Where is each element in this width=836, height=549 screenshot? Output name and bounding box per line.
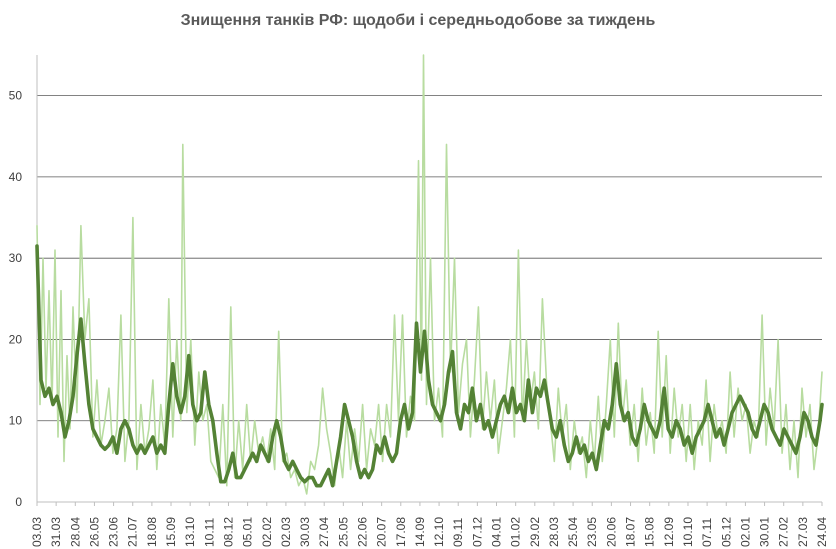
x-tick-label: 31.03 bbox=[49, 517, 63, 547]
y-tick-label: 50 bbox=[9, 89, 23, 103]
x-tick-label: 22.06 bbox=[355, 517, 369, 547]
y-tick-label: 0 bbox=[15, 495, 22, 509]
x-tick-label: 12.10 bbox=[432, 517, 446, 547]
x-tick-label: 13.10 bbox=[183, 517, 197, 547]
x-tick-label: 30.01 bbox=[758, 517, 772, 547]
x-tick-label: 27.02 bbox=[777, 517, 791, 547]
y-axis-ticks: 0 10 20 30 40 50 bbox=[9, 89, 23, 509]
x-tick-label: 10.10 bbox=[681, 517, 695, 547]
x-tick-label: 15.08 bbox=[643, 517, 657, 547]
x-tick-label: 01.02 bbox=[509, 517, 523, 547]
x-tick-label: 08.12 bbox=[221, 517, 235, 547]
x-tick-label: 27.04 bbox=[317, 517, 331, 547]
x-tick-label: 23.06 bbox=[107, 517, 121, 547]
x-tick-label: 25.04 bbox=[566, 517, 580, 547]
x-tick-label: 23.05 bbox=[585, 517, 599, 547]
weekly-avg-series-line bbox=[35, 244, 824, 488]
y-tick-label: 10 bbox=[9, 414, 23, 428]
x-tick-label: 18.08 bbox=[145, 517, 159, 547]
x-tick-label: 20.06 bbox=[604, 517, 618, 547]
x-tick-label: 07.12 bbox=[470, 517, 484, 547]
x-tick-label: 05.12 bbox=[719, 517, 733, 547]
x-tick-label: 27.03 bbox=[796, 517, 810, 547]
x-tick-label: 17.08 bbox=[394, 517, 408, 547]
y-tick-label: 20 bbox=[9, 332, 23, 346]
x-tick-label: 12.09 bbox=[662, 517, 676, 547]
x-tick-label: 14.09 bbox=[413, 517, 427, 547]
x-tick-label: 25.05 bbox=[336, 517, 350, 547]
x-tick-label: 28.03 bbox=[547, 517, 561, 547]
x-tick-label: 04.01 bbox=[490, 517, 504, 547]
x-tick-label: 20.07 bbox=[375, 517, 389, 547]
x-axis-ticks: 03.03 31.03 28.04 26.05 23.06 21.07 18.08 15.09… bbox=[30, 502, 829, 547]
x-tick-label: 26.05 bbox=[87, 517, 101, 547]
weekly-avg-series bbox=[35, 244, 824, 488]
x-tick-label: 10.11 bbox=[202, 518, 216, 547]
x-tick-label: 03.03 bbox=[30, 517, 44, 547]
x-tick-label: 02.03 bbox=[279, 517, 293, 547]
x-tick-label: 21.07 bbox=[126, 517, 140, 547]
x-tick-label: 24.04 bbox=[815, 517, 829, 547]
x-tick-label: 07.11 bbox=[700, 518, 714, 547]
x-tick-label: 15.09 bbox=[164, 517, 178, 547]
y-tick-label: 40 bbox=[9, 170, 23, 184]
daily-series-line bbox=[36, 54, 823, 495]
x-tick-label: 28.04 bbox=[68, 517, 82, 547]
x-tick-label: 29.02 bbox=[528, 517, 542, 547]
x-tick-label: 30.03 bbox=[298, 517, 312, 547]
x-tick-label: 09.11 bbox=[451, 518, 465, 547]
y-tick-label: 30 bbox=[9, 251, 23, 265]
x-tick-label: 05.01 bbox=[241, 517, 255, 547]
chart-title: Знищення танків РФ: щодоби і середньодоб… bbox=[180, 12, 656, 29]
x-tick-label: 02.02 bbox=[260, 517, 274, 547]
x-tick-label: 18.07 bbox=[624, 517, 638, 547]
x-tick-label: 02.01 bbox=[738, 517, 752, 547]
daily-series bbox=[36, 54, 823, 495]
